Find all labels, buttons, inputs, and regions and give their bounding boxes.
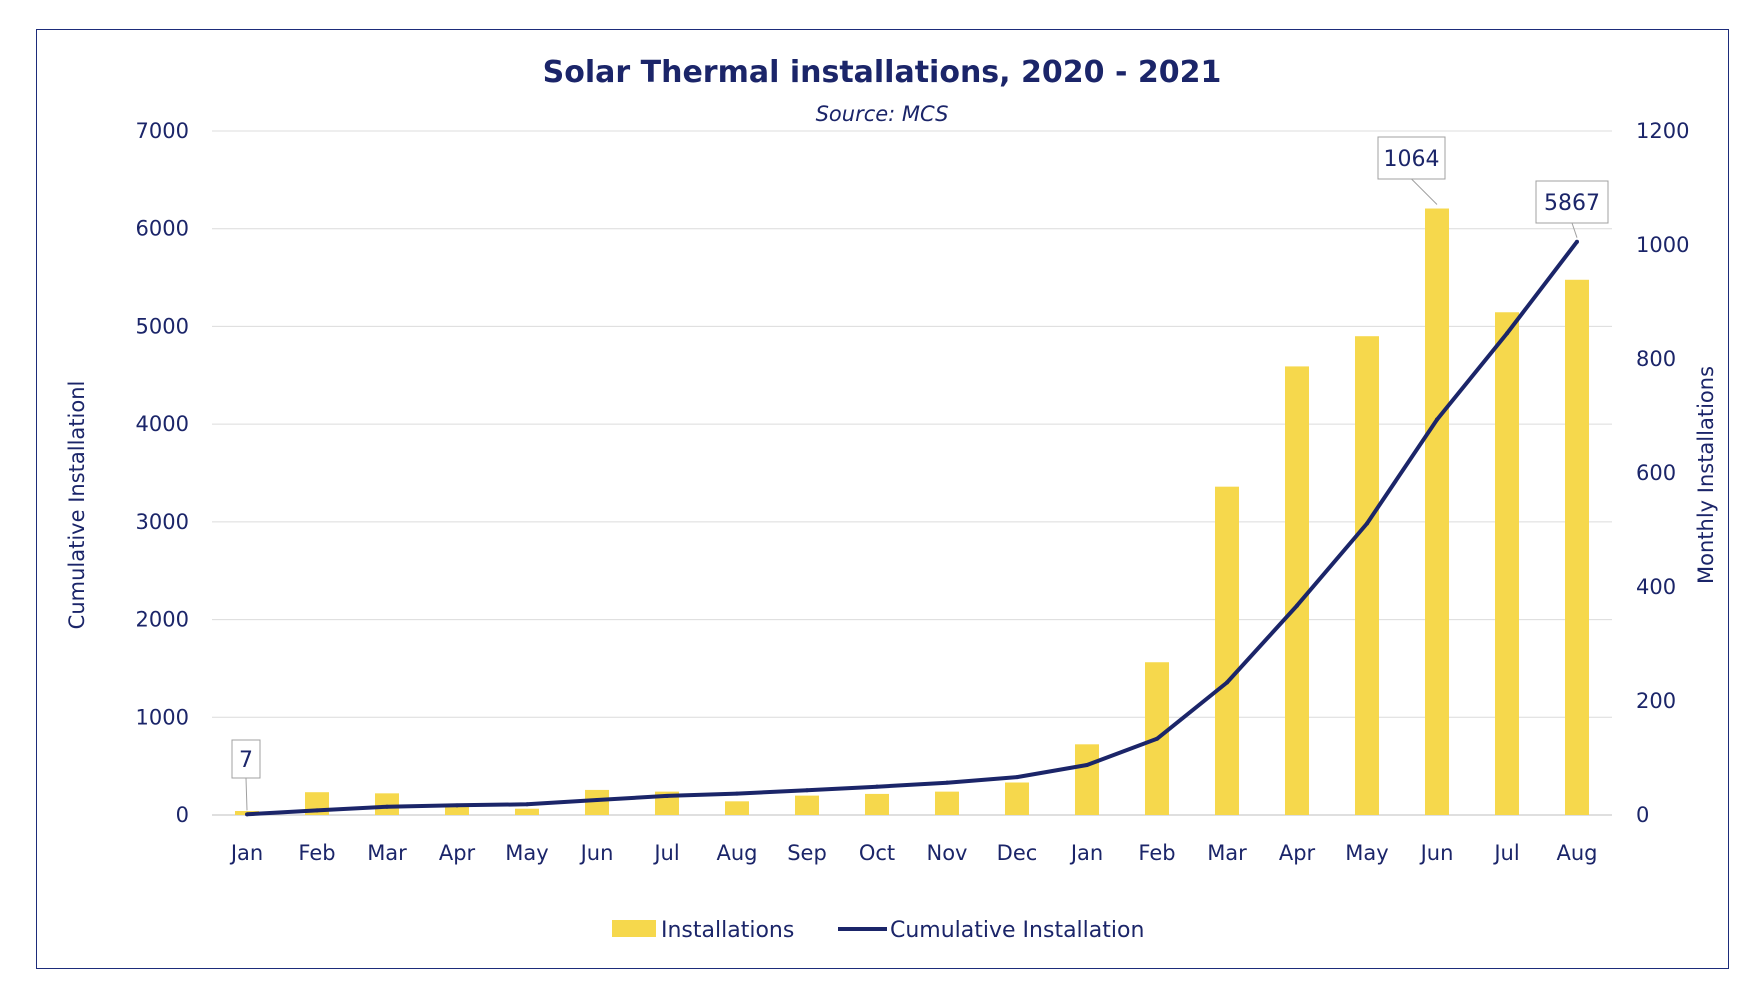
- bar: [935, 791, 959, 815]
- bar: [1495, 312, 1519, 815]
- line-point: [805, 788, 809, 793]
- callouts-group: 7 1064 5867: [231, 136, 1609, 811]
- line-point: [665, 793, 669, 798]
- x-tick-label: Feb: [298, 841, 335, 865]
- x-tick-label: Dec: [997, 841, 1038, 865]
- line-point: [1295, 603, 1299, 608]
- line-point: [1015, 775, 1019, 780]
- y-right-tick-label: 1200: [1636, 119, 1689, 143]
- y-right-axis-title: Monthly Installations: [1694, 366, 1718, 584]
- line-point: [1225, 680, 1229, 685]
- x-tick-label: Apr: [1279, 841, 1316, 865]
- bar: [515, 808, 539, 815]
- cumulative-line: [246, 240, 1579, 817]
- line-point: [1435, 417, 1439, 422]
- legend-label-cumulative: Cumulative Installation: [890, 918, 1144, 943]
- x-tick-label: Sep: [787, 841, 827, 865]
- callout-label: 1064: [1384, 147, 1440, 172]
- x-tick-label: Jul: [652, 841, 679, 865]
- line-point: [1085, 762, 1089, 767]
- callout-leader: [1411, 178, 1438, 205]
- bar: [1215, 486, 1239, 815]
- line-point: [1155, 736, 1159, 741]
- x-tick-label: Jan: [1069, 841, 1103, 865]
- y-left-tick-label: 5000: [136, 314, 189, 338]
- y-right-tick-label: 1000: [1636, 233, 1689, 257]
- x-tick-label: Jun: [579, 841, 614, 865]
- bar: [1005, 782, 1029, 815]
- line-point: [245, 812, 249, 817]
- line-group: [245, 239, 1579, 817]
- chart-frame: [36, 29, 1729, 969]
- line-point: [1505, 331, 1509, 336]
- callout-leader: [1571, 222, 1578, 238]
- x-tick-label: May: [1345, 841, 1388, 865]
- x-tick-label: Feb: [1138, 841, 1175, 865]
- line-point: [1575, 239, 1579, 244]
- line-point: [595, 797, 599, 802]
- line-point: [875, 784, 879, 789]
- x-tick-label: Jul: [1492, 841, 1519, 865]
- x-axis-ticks: Jan Feb Mar Apr May Jun Jul Aug Sep Oct Nov Dec Jan F…: [229, 841, 1598, 865]
- y-left-tick-label: 7000: [136, 119, 189, 143]
- x-tick-label: Jan: [229, 841, 263, 865]
- line-point: [945, 780, 949, 785]
- y-left-tick-label: 4000: [136, 412, 189, 436]
- x-tick-label: Aug: [1556, 841, 1597, 865]
- x-tick-label: Mar: [1207, 841, 1247, 865]
- bar: [375, 793, 399, 815]
- callout-box: [231, 739, 261, 779]
- x-tick-label: Mar: [367, 841, 407, 865]
- y-right-tick-label: 200: [1636, 689, 1676, 713]
- callout-leader: [245, 777, 248, 811]
- y-right-tick-label: 600: [1636, 461, 1676, 485]
- bar: [865, 793, 889, 815]
- line-point: [455, 803, 459, 808]
- callout-label: 7: [239, 748, 253, 773]
- x-tick-label: May: [505, 841, 548, 865]
- chart-title: Solar Thermal installations, 2020 - 2021: [543, 55, 1222, 90]
- bar: [1355, 336, 1379, 815]
- x-tick-label: Oct: [859, 841, 895, 865]
- y-left-tick-label: 0: [176, 803, 189, 827]
- callout-box: [1377, 136, 1446, 180]
- bars-group: [235, 208, 1589, 815]
- legend-swatch-installations: [612, 920, 656, 937]
- bar: [1425, 208, 1449, 815]
- chart-subtitle: Source: MCS: [816, 102, 949, 126]
- y-right-tick-label: 0: [1636, 803, 1649, 827]
- y-left-tick-label: 1000: [136, 705, 189, 729]
- bar: [445, 807, 469, 815]
- x-tick-label: Nov: [927, 841, 968, 865]
- legend-label-installations: Installations: [661, 918, 794, 943]
- line-point: [385, 804, 389, 809]
- right-axis-ticks: 0 200 400 600 800 1000 1200: [1636, 119, 1689, 827]
- callout-box: [1535, 180, 1609, 224]
- bar: [725, 801, 749, 815]
- bar: [795, 795, 819, 815]
- y-left-tick-label: 2000: [136, 608, 189, 632]
- y-left-tick-label: 3000: [136, 510, 189, 534]
- y-right-tick-label: 800: [1636, 347, 1676, 371]
- line-point: [315, 808, 319, 813]
- bar: [1285, 366, 1309, 815]
- callout-label: 5867: [1544, 191, 1600, 216]
- line-point: [735, 791, 739, 796]
- x-tick-label: Aug: [716, 841, 757, 865]
- y-right-tick-label: 400: [1636, 575, 1676, 599]
- line-point: [525, 802, 529, 807]
- x-tick-label: Apr: [439, 841, 476, 865]
- y-left-axis-title: Cumulative Installationl: [65, 381, 89, 630]
- legend: Installations Cumulative Installation: [612, 918, 1144, 943]
- left-axis-ticks: 0 1000 2000 3000 4000 5000 6000 7000: [136, 119, 189, 827]
- bar: [1565, 279, 1589, 815]
- line-point: [1365, 521, 1369, 526]
- y-left-tick-label: 6000: [136, 217, 189, 241]
- x-tick-label: Jun: [1419, 841, 1454, 865]
- bar: [1075, 744, 1099, 815]
